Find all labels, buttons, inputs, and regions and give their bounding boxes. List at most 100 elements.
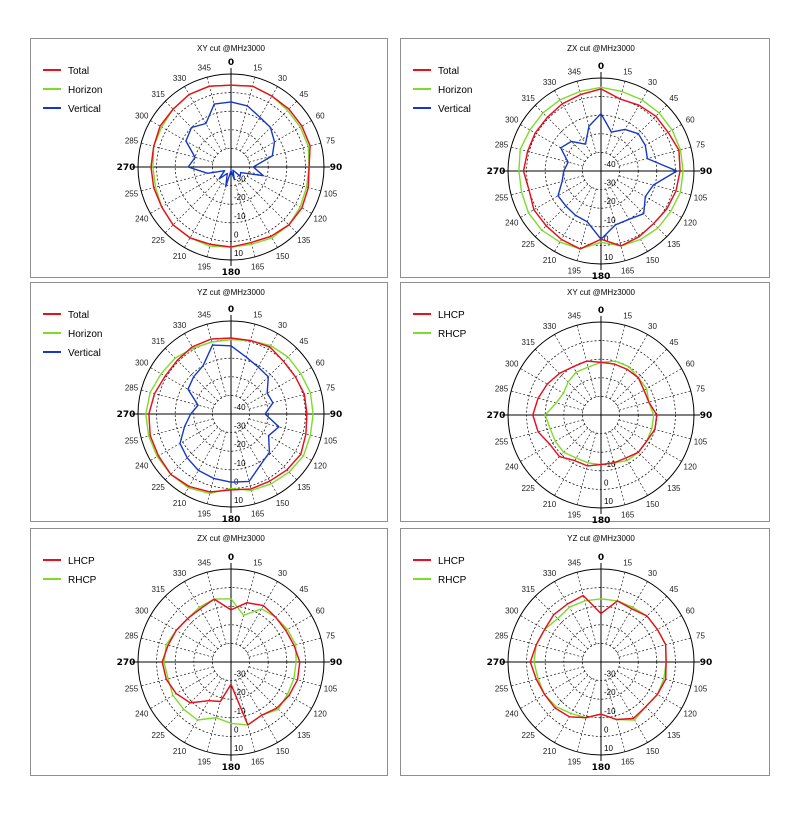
angle-tick-label: 345 (198, 311, 212, 320)
grid-spoke (184, 86, 222, 152)
grid-spoke (240, 86, 278, 152)
grid-spoke (535, 183, 589, 237)
angle-tick-label: 330 (543, 322, 557, 331)
radial-tick-label: 10 (604, 744, 613, 753)
series-line-vertical (179, 344, 280, 483)
angle-tick-label: 330 (173, 74, 187, 83)
angle-tick-label: 15 (253, 64, 262, 73)
grid-spoke (613, 674, 667, 728)
angle-tick-label: 195 (198, 509, 212, 518)
grid-spoke (520, 180, 586, 218)
angle-tick-label: 180 (222, 763, 241, 773)
angle-tick-label: 120 (314, 710, 328, 719)
radial-tick-label: -40 (604, 160, 616, 169)
grid-spoke (576, 572, 597, 645)
legend-label-horizon: Horizon (68, 85, 102, 96)
grid-spoke (150, 176, 216, 214)
angle-tick-label: 120 (314, 462, 328, 471)
radial-tick-label: -20 (234, 440, 246, 449)
angle-tick-label: 15 (253, 311, 262, 320)
grid-spoke (511, 666, 584, 687)
grid-spoke (235, 77, 256, 150)
angle-tick-label: 255 (495, 438, 509, 447)
angle-tick-label: 240 (505, 463, 519, 472)
radial-tick-label: -10 (604, 707, 616, 716)
radial-tick-label: 0 (604, 234, 609, 243)
grid-spoke (613, 183, 667, 237)
series-line-lhcp (532, 360, 658, 467)
angle-tick-label: 315 (151, 337, 165, 346)
legend-label-rhcp: RHCP (438, 575, 467, 586)
series-line-total-top (522, 88, 681, 250)
angle-tick-label: 60 (316, 112, 325, 121)
grid-spoke (206, 679, 227, 752)
radial-tick-label: -30 (604, 670, 616, 679)
angle-tick-label: 15 (623, 68, 632, 77)
chart-panel-2: ZX cut @MHz3000 0 15 30 45 60 75 90 105 120 135 150… (400, 38, 770, 279)
series-line-lhcp-top (529, 594, 667, 721)
angle-tick-label: 30 (648, 569, 657, 578)
angle-tick-label: 285 (125, 631, 139, 640)
angle-tick-label: 165 (621, 510, 635, 519)
grid-spoke (165, 596, 219, 650)
angle-tick-label: 285 (495, 631, 509, 640)
angle-tick-label: 60 (686, 116, 695, 125)
angle-tick-label: 30 (648, 78, 657, 87)
angle-tick-label: 195 (568, 510, 582, 519)
grid-spoke (184, 677, 222, 743)
polar-chart-2: ZX cut @MHz3000 0 15 30 45 60 75 90 105 120 135 150… (413, 44, 712, 279)
chart-panel-1: XY cut @MHz3000 0 15 30 45 60 75 90 105 120 135 150… (30, 38, 388, 278)
grid-spoke (235, 431, 256, 504)
grid-spoke (554, 677, 592, 743)
angle-tick-label: 150 (646, 500, 660, 509)
chart-title: ZX cut @MHz3000 (567, 44, 635, 53)
angle-tick-label: 75 (696, 384, 705, 393)
angle-tick-label: 195 (198, 262, 212, 271)
angle-tick-label: 315 (151, 585, 165, 594)
angle-tick-label: 135 (667, 731, 681, 740)
grid-spoke (520, 424, 586, 462)
angle-tick-label: 225 (151, 731, 165, 740)
angle-tick-label: 285 (495, 384, 509, 393)
angle-tick-label: 105 (694, 685, 708, 694)
legend-label-total: Total (68, 310, 89, 321)
angle-tick-label: 240 (135, 462, 149, 471)
angle-tick-label: 270 (117, 658, 136, 668)
angle-tick-label: 300 (135, 359, 149, 368)
grid-spoke (150, 615, 216, 653)
angle-tick-label: 315 (521, 94, 535, 103)
grid-spoke (554, 186, 592, 252)
radial-tick-label: -20 (604, 688, 616, 697)
angle-tick-label: 0 (598, 306, 604, 316)
grid-spoke (613, 427, 667, 481)
angle-tick-label: 150 (646, 747, 660, 756)
radial-tick-label: 0 (604, 478, 609, 487)
angle-tick-label: 240 (505, 710, 519, 719)
chart-title: XY cut @MHz3000 (567, 288, 636, 297)
grid-spoke (165, 426, 219, 480)
legend-label-lhcp: LHCP (438, 310, 465, 321)
angle-tick-label: 105 (694, 438, 708, 447)
radial-tick-label: -10 (604, 460, 616, 469)
angle-tick-label: 150 (646, 256, 660, 265)
angle-tick-label: 300 (505, 360, 519, 369)
grid-spoke (618, 175, 691, 196)
angle-tick-label: 45 (669, 338, 678, 347)
series-line-lhcp-top (161, 598, 301, 726)
angle-tick-label: 90 (700, 658, 713, 668)
angle-tick-label: 165 (621, 757, 635, 766)
angle-tick-label: 255 (125, 437, 139, 446)
grid-spoke (610, 430, 648, 496)
legend-label-horizon: Horizon (68, 329, 102, 340)
angle-tick-label: 30 (648, 322, 657, 331)
angle-tick-label: 45 (299, 585, 308, 594)
angle-tick-label: 180 (222, 515, 241, 523)
angle-tick-label: 60 (686, 360, 695, 369)
radial-tick-label: -30 (234, 422, 246, 431)
angle-tick-label: 165 (251, 509, 265, 518)
grid-spoke (243, 348, 297, 402)
angle-tick-label: 270 (117, 163, 136, 173)
legend-label-lhcp: LHCP (68, 556, 95, 567)
grid-spoke (246, 615, 312, 653)
grid-spoke (243, 426, 297, 480)
